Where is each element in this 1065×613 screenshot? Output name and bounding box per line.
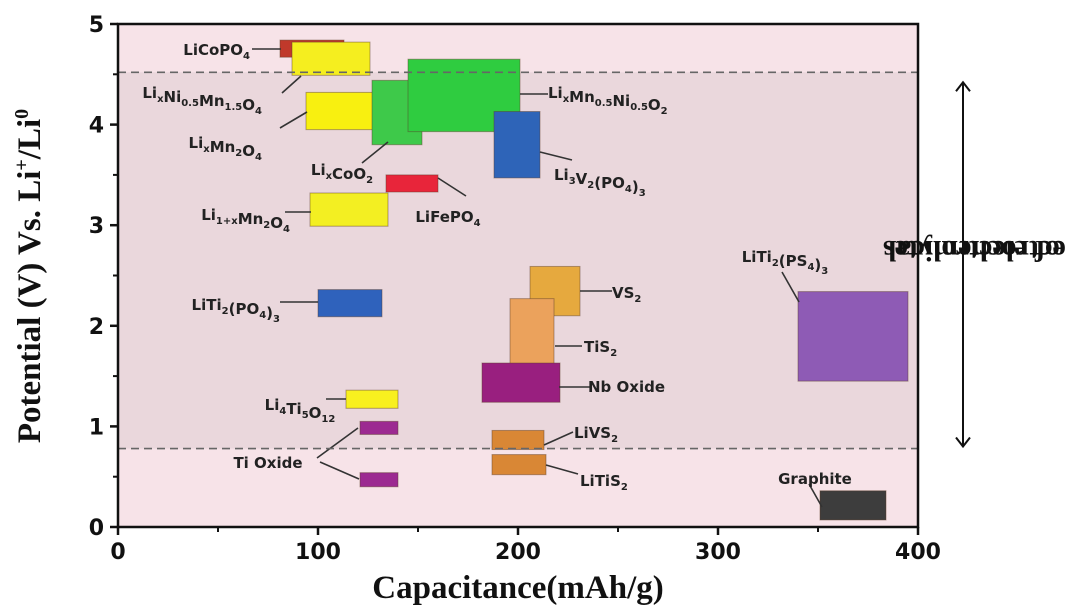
electrolyte-window-arrow-icon (955, 80, 971, 449)
material-label: Li3V2(PO4)3 (554, 166, 646, 199)
material-label: Li1+xMn2O4 (201, 206, 290, 235)
material-label: Ti Oxide (233, 454, 302, 472)
y-tick-label: 2 (89, 315, 104, 340)
material-label: LiTi2(PO4)3 (192, 296, 280, 325)
material-box-vs2: VS2 (529, 265, 641, 317)
material-label: Nb Oxide (588, 378, 665, 396)
y-tick-label: 4 (89, 114, 104, 139)
material-box-nb-oxide: Nb Oxide (481, 362, 665, 403)
material-label: LixMn2O4 (189, 134, 263, 163)
y-tick-label: 3 (89, 214, 104, 239)
material-box-graphite: Graphite (778, 470, 887, 521)
material-label: Li4Ti5O12 (265, 396, 336, 425)
material-label: VS2 (612, 284, 641, 305)
material-box-ti-oxide-upper-: Ti Oxide (233, 420, 399, 472)
material-box-lixmn0-5ni0-5o2: LixMn0.5Ni0.5O2 (407, 58, 668, 133)
material-box-lifepo4: LiFePO4 (385, 174, 481, 229)
material-label: LiCoPO4 (183, 41, 250, 62)
material-label: LixNi0.5Mn1.5O4 (142, 84, 262, 117)
material-label: Graphite (778, 470, 852, 488)
material-box-li4ti5o12: Li4Ti5O12 (265, 389, 399, 425)
y-tick-label: 1 (89, 415, 104, 440)
x-tick-label: 400 (895, 540, 941, 565)
y-tick-label: 0 (89, 516, 104, 541)
x-tick-label: 0 (110, 540, 125, 565)
material-box-li1-xmn2o4: Li1+xMn2O4 (201, 192, 389, 235)
material-label: LixMn0.5Ni0.5O2 (548, 84, 668, 117)
y-tick-label: 5 (89, 13, 104, 38)
x-tick-label: 200 (495, 540, 541, 565)
x-tick-label: 300 (695, 540, 741, 565)
material-box-litis2: LiTiS2 (491, 454, 628, 493)
electrolyte-window-label: Electrochemical window of electrolytes (883, 30, 1065, 470)
material-box-li3v2-po4-3: Li3V2(PO4)3 (493, 111, 646, 199)
material-label: LiTi2(PS4)3 (742, 248, 829, 277)
material-box-livs2: LiVS2 (491, 424, 618, 451)
material-label: TiS2 (584, 338, 617, 359)
material-box-ti-oxide-lower- (319, 461, 399, 488)
material-box-lixni0-5mn1-5o4: LixNi0.5Mn1.5O4 (142, 41, 371, 117)
material-box-tis2: TiS2 (509, 298, 617, 366)
x-tick-label: 100 (295, 540, 341, 565)
material-label: LiTiS2 (580, 472, 628, 493)
material-label: LiVS2 (574, 424, 618, 445)
material-box-liti2-ps4-3: LiTi2(PS4)3 (742, 248, 909, 382)
material-label: LiFePO4 (415, 208, 480, 229)
x-axis-title: Capacitance(mAh/g) (372, 570, 664, 606)
material-label: LixCoO2 (311, 161, 373, 186)
material-box-liti2-po4-3: LiTi2(PO4)3 (192, 289, 383, 325)
electrolyte-window-line2: window of electrolytes (882, 234, 1065, 267)
